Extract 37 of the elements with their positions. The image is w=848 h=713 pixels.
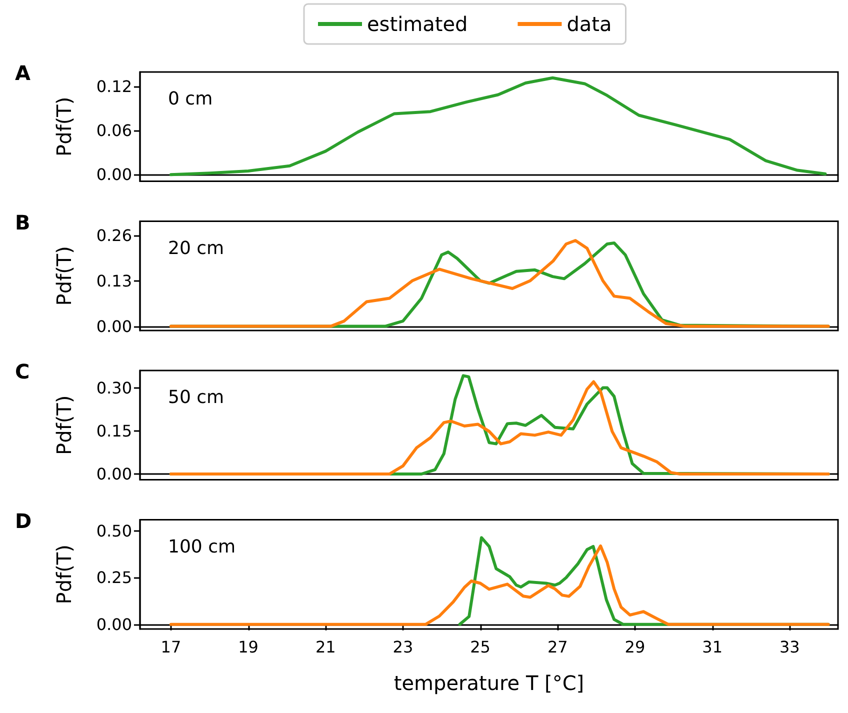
chart-title: C	[15, 360, 30, 384]
y-tick-label: 0.26	[96, 226, 132, 245]
y-axis-title: Pdf(T)	[52, 395, 76, 455]
y-tick-label: 0.12	[96, 77, 132, 96]
y-tick-label: 0.00	[96, 316, 132, 336]
annotation: 20 cm	[168, 238, 224, 259]
y-axis-title: Pdf(T)	[52, 96, 76, 156]
annotation: 100 cm	[168, 536, 236, 558]
x-tick-label: 29	[624, 638, 646, 656]
chart-title: D	[15, 508, 32, 533]
y-tick-label: 0.13	[96, 271, 132, 290]
x-tick-label: 23	[392, 638, 414, 656]
legend-label: data	[566, 12, 612, 36]
y-tick-label: 0.00	[96, 464, 132, 484]
y-tick-label: 0.50	[96, 521, 132, 540]
chart-title: A	[15, 61, 31, 85]
y-axis-title: Pdf(T)	[52, 544, 76, 604]
y-tick-label: 0.00	[96, 614, 132, 634]
legend-label: estimated	[367, 12, 468, 36]
x-tick-label: 17	[160, 638, 182, 656]
x-tick-label: 21	[315, 638, 336, 656]
annotation: 0 cm	[168, 88, 213, 110]
x-tick-label: 19	[238, 638, 258, 656]
x-axis-title: temperature T [°C]	[394, 671, 584, 695]
x-tick-label: 31	[702, 638, 722, 656]
annotation: 50 cm	[168, 387, 224, 408]
y-tick-label: 0.30	[96, 378, 132, 398]
y-tick-label: 0.00	[96, 165, 132, 184]
x-tick-label: 25	[470, 638, 490, 656]
x-tick-label: 33	[779, 638, 800, 656]
y-tick-label: 0.15	[96, 421, 132, 440]
y-axis-title: Pdf(T)	[52, 246, 76, 306]
y-tick-label: 0.06	[96, 121, 132, 140]
line-series	[169, 76, 827, 176]
y-tick-label: 0.25	[96, 568, 132, 588]
x-tick-label: 27	[547, 638, 568, 656]
chart-title: B	[15, 210, 30, 234]
